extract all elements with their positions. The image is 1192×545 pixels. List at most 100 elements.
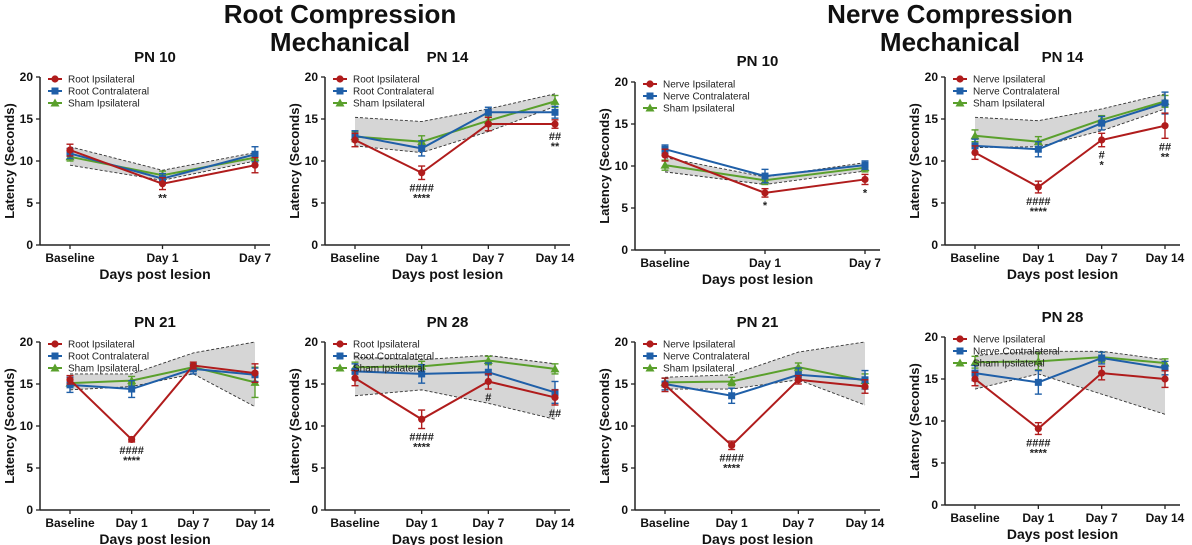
band-upper-line	[664, 341, 866, 378]
band-upper-line	[354, 93, 556, 122]
significance-marker: *	[1100, 160, 1105, 172]
data-point	[251, 369, 259, 377]
y-tick-label: 0	[26, 238, 33, 252]
data-point	[794, 371, 802, 379]
y-tick-label: 20	[305, 335, 319, 349]
data-point	[1033, 356, 1043, 365]
legend-label: Root Ipsilateral	[68, 75, 135, 86]
sham-range-band	[975, 93, 1165, 148]
x-tick-label: Baseline	[640, 256, 690, 270]
x-tick-label: Day 14	[846, 516, 885, 530]
x-tick-label: Day 7	[849, 256, 881, 270]
significance-marker: ****	[723, 463, 741, 475]
legend-marker	[51, 87, 59, 95]
data-point	[351, 374, 359, 382]
chart-nerve-pn10: PN 10 0 5 10 15 20 Baseline Day 1 Day 7 Days post…	[597, 53, 881, 287]
y-axis-label: Latency (Seconds)	[597, 368, 612, 484]
legend-label: Sham Ipsilateral	[973, 359, 1045, 370]
x-tick-label: Day 1	[749, 256, 781, 270]
y-tick-label: 15	[20, 112, 34, 126]
legend-marker	[336, 352, 344, 360]
data-point	[794, 376, 802, 384]
x-tick-label: Day 1	[146, 251, 178, 265]
data-point	[660, 160, 670, 169]
significance-marker: ****	[1030, 447, 1048, 459]
y-tick-label: 15	[925, 372, 939, 386]
band-upper-line	[69, 146, 256, 171]
x-axis-label: Days post lesion	[392, 266, 503, 282]
y-axis-label: Latency (Seconds)	[2, 368, 17, 484]
legend-marker	[956, 87, 964, 95]
band-upper-line	[974, 350, 1166, 361]
legend-label: Root Ipsilateral	[353, 340, 420, 351]
band-lower-line	[354, 105, 556, 154]
y-tick-label: 15	[925, 112, 939, 126]
y-axis-label: Latency (Seconds)	[907, 103, 922, 219]
y-tick-label: 0	[621, 503, 628, 517]
x-tick-label: Day 1	[1022, 251, 1054, 265]
data-point	[66, 376, 74, 384]
series-line	[69, 364, 256, 441]
legend-marker	[956, 335, 964, 343]
legend-marker	[336, 340, 344, 348]
data-point	[418, 144, 426, 152]
y-tick-label: 5	[26, 461, 33, 475]
data-point	[483, 355, 493, 364]
legend-marker	[50, 98, 60, 107]
data-point	[661, 151, 669, 159]
y-tick-label: 10	[20, 154, 34, 168]
significance-marker: ##	[549, 408, 561, 420]
significance-marker: *	[863, 187, 868, 199]
data-point	[1034, 183, 1042, 191]
y-tick-label: 20	[20, 335, 34, 349]
y-tick-label: 5	[931, 196, 938, 210]
y-tick-label: 20	[615, 75, 629, 89]
significance-marker: #	[485, 392, 491, 404]
band-lower-line	[69, 160, 256, 181]
series-line	[354, 370, 556, 394]
band-lower-line	[974, 373, 1166, 415]
y-tick-label: 10	[925, 414, 939, 428]
data-point	[1161, 122, 1169, 130]
root-title-line-2: Mechanical	[269, 27, 411, 57]
x-tick-label: Baseline	[950, 251, 1000, 265]
sham-range-band	[70, 146, 255, 181]
legend-label: Root Ipsilateral	[353, 75, 420, 86]
legend-label: Sham Ipsilateral	[353, 99, 425, 110]
legend-marker	[51, 352, 59, 360]
x-tick-label: Day 14	[1146, 251, 1185, 265]
x-tick-label: Day 7	[239, 251, 271, 265]
series-line	[354, 123, 555, 174]
y-tick-label: 20	[615, 335, 629, 349]
x-tick-label: Baseline	[950, 511, 1000, 525]
data-point	[728, 392, 736, 400]
y-tick-label: 5	[26, 196, 33, 210]
y-tick-label: 15	[20, 377, 34, 391]
significance-marker: ****	[123, 455, 141, 467]
series-line	[69, 366, 256, 385]
root-title-line-1: Root Compression	[223, 0, 457, 29]
data-point	[251, 150, 259, 158]
y-axis-label: Latency (Seconds)	[2, 103, 17, 219]
data-point	[484, 108, 492, 116]
legend-marker	[955, 98, 965, 107]
chart-title: PN 10	[134, 49, 176, 66]
legend-marker	[50, 363, 60, 372]
band-upper-line	[70, 341, 256, 375]
x-tick-label: Day 1	[406, 516, 438, 530]
data-point	[551, 393, 559, 402]
data-point	[728, 441, 736, 449]
legend-label: Sham Ipsilateral	[353, 364, 425, 375]
series-line	[354, 111, 555, 150]
x-tick-label: Day 7	[472, 516, 504, 530]
series-line	[664, 378, 866, 447]
x-tick-label: Baseline	[640, 516, 690, 530]
legend-marker	[955, 358, 965, 367]
x-tick-label: Baseline	[45, 251, 95, 265]
series-line	[69, 367, 256, 391]
data-point	[971, 149, 979, 157]
data-point	[761, 172, 769, 180]
significance-marker: ####	[1026, 437, 1050, 449]
x-tick-label: Day 1	[716, 516, 748, 530]
